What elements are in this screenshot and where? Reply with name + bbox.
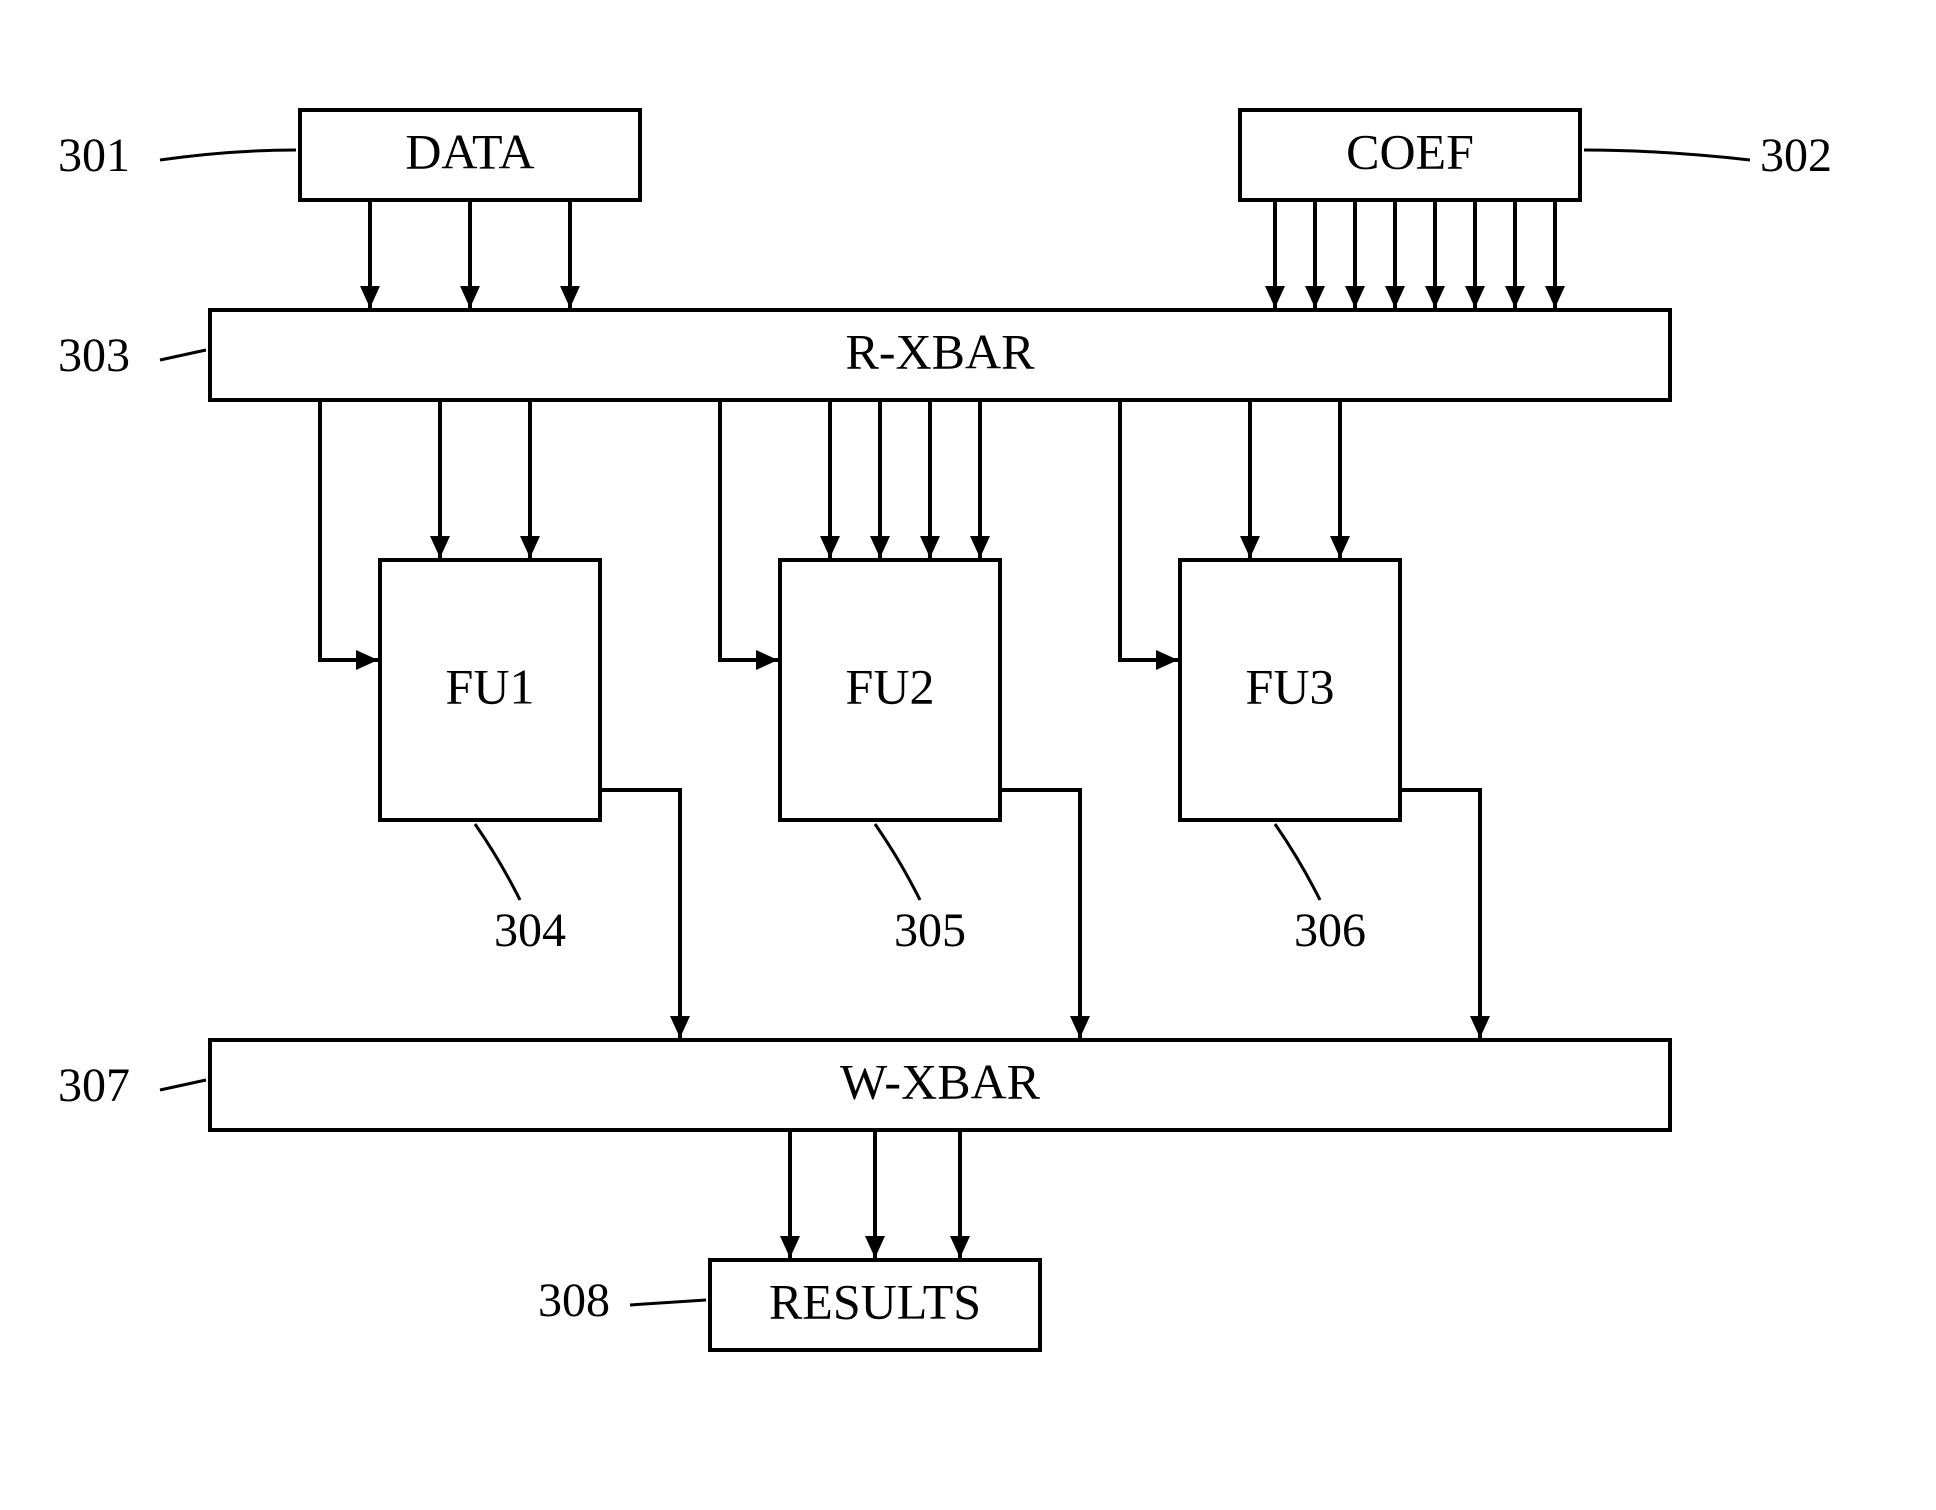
node-wxbar: W-XBAR [210,1040,1670,1130]
svg-text:307: 307 [58,1059,130,1112]
svg-text:308: 308 [538,1274,610,1327]
ref-label-302: 302 [1584,129,1832,182]
ref-label-308: 308 [538,1274,706,1327]
svg-text:305: 305 [894,904,966,957]
edge [1120,400,1178,660]
ref-label-307: 307 [58,1059,206,1112]
node-results: RESULTS [710,1260,1040,1350]
svg-text:304: 304 [494,904,566,957]
node-rxbar: R-XBAR [210,310,1670,400]
ref-label-305: 305 [875,824,966,957]
svg-text:301: 301 [58,129,130,182]
ref-label-303: 303 [58,329,206,382]
edge [320,400,378,660]
svg-text:RESULTS: RESULTS [769,1273,981,1329]
svg-text:COEF: COEF [1346,123,1474,179]
node-data: DATA [300,110,640,200]
svg-text:W-XBAR: W-XBAR [840,1053,1041,1109]
svg-text:303: 303 [58,329,130,382]
edge [1000,790,1080,1038]
svg-text:FU2: FU2 [846,658,935,714]
node-fu2: FU2 [780,560,1000,820]
svg-text:R-XBAR: R-XBAR [846,323,1036,379]
svg-text:FU3: FU3 [1246,658,1335,714]
svg-text:306: 306 [1294,904,1366,957]
ref-label-306: 306 [1275,824,1366,957]
node-fu1: FU1 [380,560,600,820]
edge [720,400,778,660]
svg-text:302: 302 [1760,129,1832,182]
node-coef: COEF [1240,110,1580,200]
svg-text:FU1: FU1 [446,658,535,714]
edge [1400,790,1480,1038]
node-fu3: FU3 [1180,560,1400,820]
svg-text:DATA: DATA [405,123,534,179]
ref-label-304: 304 [475,824,566,957]
ref-label-301: 301 [58,129,296,182]
edge [600,790,680,1038]
